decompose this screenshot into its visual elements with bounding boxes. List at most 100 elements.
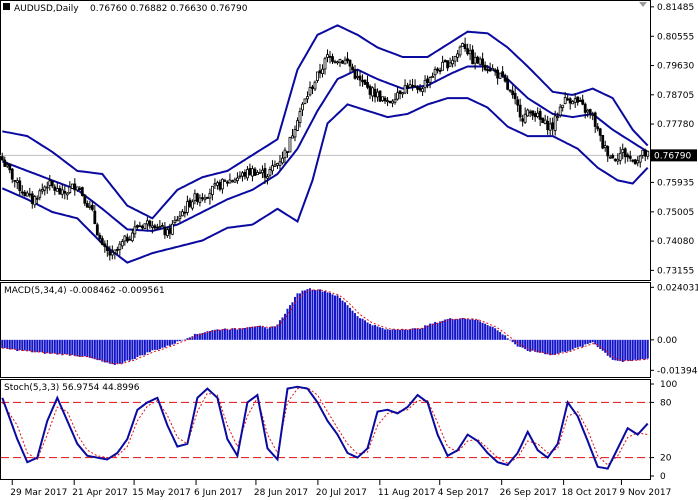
candle-body [288, 136, 292, 153]
candle-body [548, 123, 552, 131]
candle-body [566, 98, 570, 101]
macd-bar [128, 339, 131, 361]
macd-bar [409, 329, 412, 340]
macd-bar [213, 329, 216, 340]
macd-bar [148, 339, 151, 353]
time-tick-label: 11 Aug 2017 [378, 488, 436, 498]
macd-bar [504, 335, 507, 340]
macd-bar [243, 328, 246, 340]
macd-bar [33, 339, 36, 353]
macd-bar [1, 339, 4, 349]
candle-body [125, 236, 129, 242]
macd-bar [101, 339, 104, 362]
candle-body [198, 197, 202, 203]
macd-bar [51, 339, 54, 354]
macd-tick-label: -0.013942 [657, 366, 698, 376]
macd-bar [511, 339, 514, 343]
candle-body [596, 126, 600, 130]
candle-body [598, 128, 602, 136]
candle-body [10, 168, 14, 180]
macd-bar [283, 313, 286, 340]
candle-body [416, 87, 419, 90]
macd-bar [541, 339, 544, 353]
macd-bar [168, 339, 171, 346]
candle-body [471, 49, 475, 65]
collapse-toggle-icon[interactable] [3, 3, 10, 10]
macd-bar [476, 319, 479, 340]
stoch-main-line [1, 385, 649, 470]
candle-body [95, 224, 99, 236]
macd-bar [133, 339, 136, 359]
macd-bar [228, 329, 231, 340]
macd-bar [436, 322, 439, 340]
macd-bar [376, 326, 379, 340]
macd-bar [6, 339, 9, 349]
candle-body [388, 101, 392, 104]
candle-body [256, 171, 259, 176]
candle-body [441, 61, 444, 71]
macd-bar [641, 339, 644, 360]
macd-bar [509, 339, 512, 341]
candle-body [328, 55, 332, 58]
macd-bar [621, 339, 624, 362]
macd-bar [111, 339, 114, 365]
price-header-ohlc: 0.76760 0.76882 0.76630 0.76790 [90, 4, 248, 14]
macd-bar [481, 322, 484, 340]
macd-bar [296, 293, 299, 340]
macd-bar [63, 339, 66, 355]
time-tick-label: 15 May 2017 [132, 488, 191, 498]
candle-body [518, 104, 522, 118]
candle-body [153, 225, 157, 229]
candle-body [213, 183, 217, 186]
stoch-tick-label: 20 [660, 454, 672, 464]
macd-bar [529, 339, 532, 352]
candle-body [78, 188, 82, 190]
candle-body [336, 61, 339, 64]
candle-body [308, 87, 312, 96]
candle-body [28, 193, 32, 196]
macd-bar [634, 339, 637, 360]
macd-bar [519, 339, 522, 347]
time-tick-label: 28 Jun 2017 [254, 488, 308, 498]
candle-body [226, 181, 229, 184]
candle-body [361, 79, 364, 83]
candle-body [316, 71, 319, 81]
macd-bar [551, 339, 554, 355]
macd-bar [394, 329, 397, 340]
candle-body [88, 205, 92, 208]
candle-body [190, 201, 194, 209]
candle-body [556, 116, 560, 119]
macd-bar [288, 305, 291, 340]
macd-bar [524, 339, 527, 350]
candle-body [526, 109, 530, 117]
candle-body [643, 149, 647, 157]
candle-body [281, 157, 284, 164]
candle-body [618, 152, 622, 161]
candle-body [50, 180, 54, 187]
macd-bar [131, 339, 134, 360]
candle-body [178, 215, 182, 220]
macd-bar [431, 323, 434, 340]
macd-bar [216, 329, 219, 340]
candle-body [0, 156, 4, 161]
macd-bar [211, 330, 214, 340]
time-tick-label: 29 Mar 2017 [10, 488, 67, 498]
candle-body [8, 163, 12, 171]
candle-body [231, 180, 234, 183]
candle-body [411, 84, 414, 87]
macd-bar [316, 290, 319, 340]
candle-body [201, 197, 204, 200]
candle-body [268, 169, 272, 176]
macd-bar [273, 326, 276, 340]
candle-body [45, 186, 49, 189]
macd-bar [564, 339, 567, 353]
macd-bar [544, 339, 547, 355]
candle-body [503, 74, 507, 82]
macd-bar [176, 339, 179, 342]
macd-bar [439, 321, 442, 340]
macd-bar [151, 339, 154, 351]
macd-bar [68, 339, 71, 356]
time-tick-label: 20 Jul 2017 [316, 488, 367, 498]
price-tick-label: 0.78705 [657, 91, 694, 101]
candle-body [491, 68, 495, 71]
